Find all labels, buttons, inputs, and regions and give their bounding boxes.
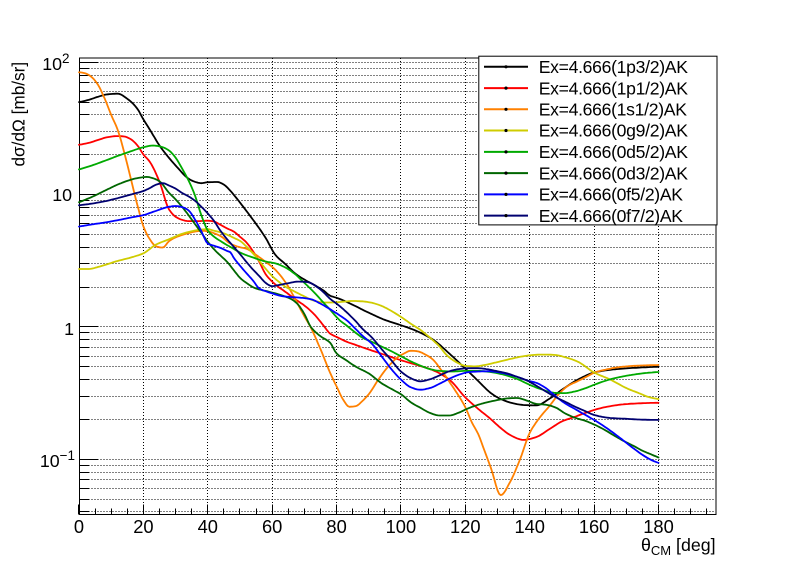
svg-text:10: 10 xyxy=(52,185,72,205)
svg-text:120: 120 xyxy=(450,516,481,537)
svg-text:160: 160 xyxy=(579,516,610,537)
svg-text:1: 1 xyxy=(64,319,74,339)
svg-text:Ex=4.666(0d3/2)AK: Ex=4.666(0d3/2)AK xyxy=(539,163,689,183)
svg-text:Ex=4.666(1s1/2)AK: Ex=4.666(1s1/2)AK xyxy=(539,100,688,120)
svg-text:Ex=4.666(0f5/2)AK: Ex=4.666(0f5/2)AK xyxy=(539,185,684,205)
svg-text:dσ/dΩ [mb/sr]: dσ/dΩ [mb/sr] xyxy=(9,62,29,167)
svg-text:60: 60 xyxy=(262,516,282,537)
svg-text:0: 0 xyxy=(74,516,84,537)
svg-text:100: 100 xyxy=(386,516,417,537)
svg-text:140: 140 xyxy=(514,516,545,537)
svg-text:Ex=4.666(0g9/2)AK: Ex=4.666(0g9/2)AK xyxy=(539,121,689,141)
svg-text:20: 20 xyxy=(133,516,153,537)
svg-text:80: 80 xyxy=(326,516,346,537)
svg-text:Ex=4.666(0f7/2)AK: Ex=4.666(0f7/2)AK xyxy=(539,206,684,226)
svg-text:40: 40 xyxy=(198,516,218,537)
svg-text:Ex=4.666(1p3/2)AK: Ex=4.666(1p3/2)AK xyxy=(539,57,689,77)
svg-text:Ex=4.666(1p1/2)AK: Ex=4.666(1p1/2)AK xyxy=(539,78,689,98)
svg-text:Ex=4.666(0d5/2)AK: Ex=4.666(0d5/2)AK xyxy=(539,142,689,162)
svg-text:180: 180 xyxy=(643,516,674,537)
